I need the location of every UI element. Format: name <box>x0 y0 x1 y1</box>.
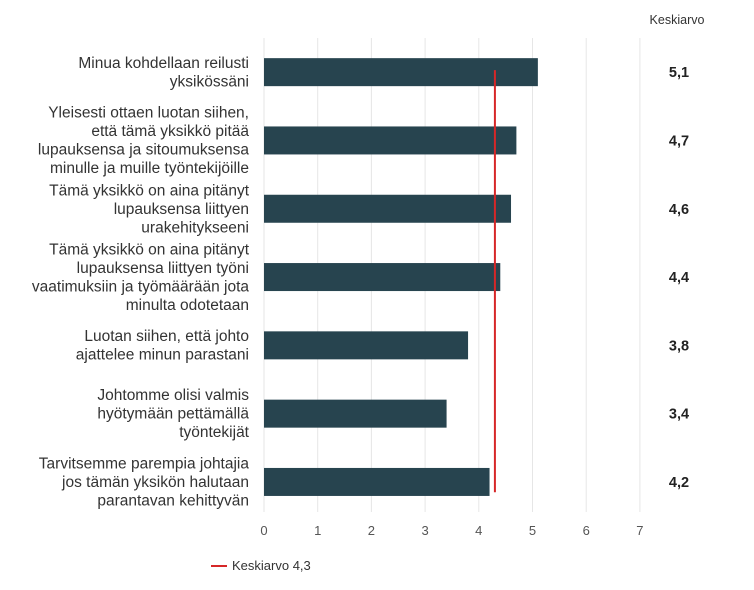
value-label: 4,7 <box>669 133 689 149</box>
x-axis-ticks: 0 1 2 3 4 5 6 7 <box>260 523 643 538</box>
x-tick-label: 1 <box>314 523 321 538</box>
category-labels: Minua kohdellaan reilusti yksikössäni Ylei… <box>32 55 250 510</box>
category-label: Tämä yksikkö on aina pitänyt lupauksensa … <box>32 241 250 313</box>
bar <box>264 263 501 292</box>
value-label: 4,4 <box>669 270 689 286</box>
x-tick-label: 6 <box>583 523 590 538</box>
x-tick-label: 4 <box>475 523 482 538</box>
legend-label: Keskiarvo 4,3 <box>232 558 311 573</box>
x-tick-label: 5 <box>529 523 536 538</box>
bar <box>264 331 469 360</box>
value-label: 3,4 <box>669 407 689 423</box>
value-label: 3,8 <box>669 338 689 354</box>
legend: Keskiarvo 4,3 <box>211 558 311 573</box>
category-label: Tämä yksikkö on aina pitänyt lupauksensa … <box>49 182 250 236</box>
value-label: 4,6 <box>669 202 689 218</box>
category-label: Johtomme olisi valmis hyötymään pettämäll… <box>97 387 249 441</box>
x-tick-label: 3 <box>421 523 428 538</box>
category-label: Yleisesti ottaen luotan siihen, että tämä… <box>38 105 249 178</box>
bar <box>264 126 517 155</box>
value-label: 5,1 <box>669 65 689 81</box>
value-column-header: Keskiarvo <box>650 13 705 27</box>
bar <box>264 467 490 496</box>
x-tick-label: 2 <box>368 523 375 538</box>
category-label: Luotan siihen, että johto ajattelee minun… <box>76 328 249 364</box>
category-label: Minua kohdellaan reilusti yksikössäni <box>78 55 249 91</box>
value-label: 4,2 <box>669 475 689 491</box>
category-label: Tarvitsemme parempia johtajia jos tämän y… <box>39 455 250 509</box>
bar <box>264 58 538 87</box>
bars <box>264 58 538 496</box>
value-labels: 5,1 4,7 4,6 4,4 3,8 3,4 4,2 <box>669 65 689 491</box>
x-tick-label: 0 <box>260 523 267 538</box>
bar <box>264 399 447 428</box>
bar <box>264 194 512 223</box>
x-tick-label: 7 <box>636 523 643 538</box>
